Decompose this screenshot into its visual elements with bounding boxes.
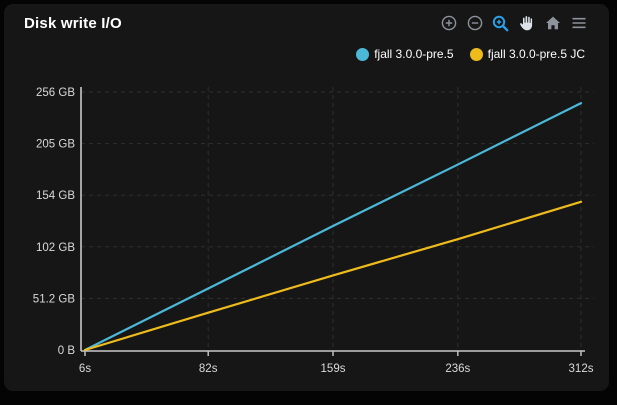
legend-item-series-1[interactable]: fjall 3.0.0-pre.5 JC (469, 47, 585, 61)
series-line-1 (83, 200, 583, 352)
x-tick-label: 159s (321, 363, 346, 375)
x-tick-label: 236s (445, 363, 470, 375)
x-tick-label: 312s (569, 363, 594, 375)
legend-label: fjall 3.0.0-pre.5 JC (487, 47, 585, 61)
box-zoom-button[interactable] (490, 15, 511, 36)
y-tick-label: 256 GB (36, 87, 75, 99)
pan-button[interactable] (516, 15, 537, 36)
legend-label: fjall 3.0.0-pre.5 (374, 47, 454, 61)
y-tick-label: 102 GB (36, 242, 75, 254)
zoom-out-circle-icon (466, 14, 484, 37)
chart-plot-area[interactable]: 0 B 51.2 GB 102 GB 154 GB 205 GB 256 GB 6s 82s 1… (4, 4, 617, 405)
y-tick-label: 205 GB (36, 139, 75, 151)
legend-swatch-cyan (356, 47, 370, 61)
legend-swatch-yellow (469, 47, 483, 61)
magnifier-plus-icon (491, 14, 510, 38)
reset-view-button[interactable] (542, 15, 563, 36)
zoom-out-button[interactable] (464, 15, 485, 36)
home-icon (544, 14, 562, 37)
legend-item-series-0[interactable]: fjall 3.0.0-pre.5 (356, 47, 454, 61)
panel-title: Disk write I/O (24, 15, 122, 32)
y-tick-label: 51.2 GB (33, 293, 76, 305)
hamburger-menu-icon (570, 14, 588, 37)
chart-legend: fjall 3.0.0-pre.5 fjall 3.0.0-pre.5 JC (356, 47, 585, 61)
y-tick-label: 0 B (58, 345, 76, 357)
x-tick-label: 6s (79, 363, 91, 375)
zoom-in-button[interactable] (438, 15, 459, 36)
y-tick-label: 154 GB (36, 190, 75, 202)
x-tick-label: 82s (199, 363, 218, 375)
series-line-0 (83, 101, 583, 352)
chart-panel: Disk write I/O (4, 4, 609, 391)
zoom-in-circle-icon (440, 14, 458, 37)
hand-icon (518, 14, 536, 37)
chart-toolbar (438, 15, 589, 36)
menu-button[interactable] (568, 15, 589, 36)
